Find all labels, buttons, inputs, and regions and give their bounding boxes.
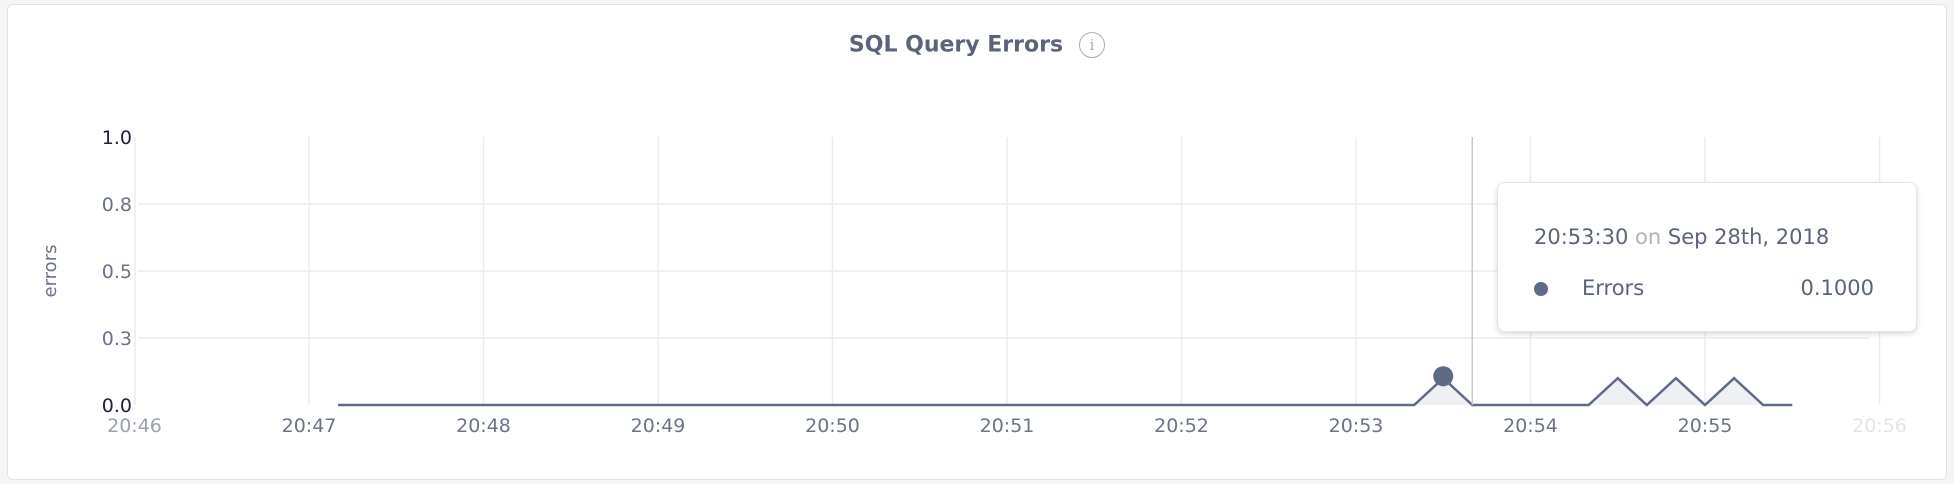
y-tick-label: 0.5 (102, 261, 132, 283)
x-tick-label: 20:54 (1503, 415, 1558, 437)
x-tick-label: 20:49 (631, 415, 686, 437)
tooltip-header: 20:53:30 on Sep 28th, 2018 (1534, 225, 1829, 249)
tooltip-date: Sep 28th, 2018 (1667, 225, 1830, 249)
series-dot-icon (1534, 282, 1548, 296)
x-tick-label: 20:51 (980, 415, 1035, 437)
y-tick-label: 1.0 (102, 127, 132, 149)
chart-title: SQL Query Errors (848, 32, 1064, 58)
series-line-errors (338, 376, 1793, 407)
hover-point (1433, 366, 1454, 387)
y-tick-label: 0.8 (102, 194, 132, 216)
series-area-errors (338, 378, 1793, 405)
tooltip-on: on (1635, 225, 1662, 249)
x-tick-label: 20:48 (456, 415, 511, 437)
x-tick-label: 20:56 (1852, 415, 1907, 437)
y-tick-label: 0.0 (102, 395, 132, 417)
tooltip-value: 0.1000 (1800, 276, 1874, 300)
y-axis-label: errors (40, 245, 61, 298)
x-tick-label: 20:55 (1678, 415, 1733, 437)
y-tick-label: 0.3 (102, 328, 132, 350)
tooltip-series-label: Errors (1582, 276, 1645, 300)
x-tick-label: 20:53 (1329, 415, 1384, 437)
x-tick-label: 20:46 (107, 415, 162, 437)
x-tick-label: 20:52 (1154, 415, 1209, 437)
chart-title-row: SQL Query Errors i (0, 32, 1954, 58)
info-icon[interactable]: i (1079, 32, 1106, 58)
tooltip-time: 20:53:30 (1534, 225, 1629, 249)
tooltip: 20:53:30 on Sep 28th, 2018 Errors 0.1000 (1497, 182, 1917, 332)
x-tick-label: 20:47 (282, 415, 337, 437)
x-tick-label: 20:50 (805, 415, 860, 437)
